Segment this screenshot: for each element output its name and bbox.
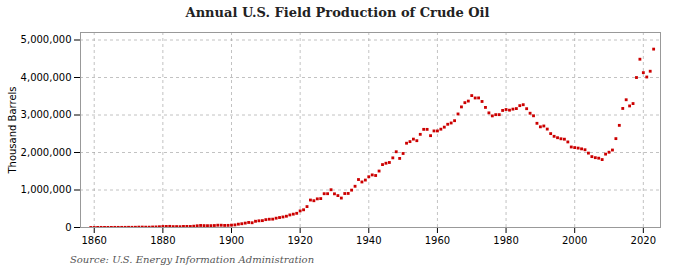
svg-text:2000: 2000 xyxy=(562,235,587,246)
svg-text:1900: 1900 xyxy=(219,235,244,246)
svg-text:3,000,000: 3,000,000 xyxy=(21,109,72,120)
html-text:Annual U.S. Field Production o: Annual U.S. Field Production of Crude Oi… xyxy=(185,5,490,20)
svg-text:4,000,000: 4,000,000 xyxy=(21,72,72,83)
svg-text:1920: 1920 xyxy=(287,235,312,246)
svg-text:1860: 1860 xyxy=(82,235,107,246)
svg-text:Thousand Barrels: Thousand Barrels xyxy=(7,86,18,174)
svg-text:1,000,000: 1,000,000 xyxy=(21,184,72,195)
svg-text:2,000,000: 2,000,000 xyxy=(21,147,72,158)
svg-text:1960: 1960 xyxy=(425,235,450,246)
svg-text:0: 0 xyxy=(65,222,71,233)
svg-text:1940: 1940 xyxy=(356,235,381,246)
svg-text:1880: 1880 xyxy=(150,235,175,246)
html-text:Source: U.S. Energy Informatio: Source: U.S. Energy Information Administ… xyxy=(70,254,315,265)
svg-text:2020: 2020 xyxy=(631,235,656,246)
svg-text:5,000,000: 5,000,000 xyxy=(21,34,72,45)
svg-text:1980: 1980 xyxy=(493,235,518,246)
